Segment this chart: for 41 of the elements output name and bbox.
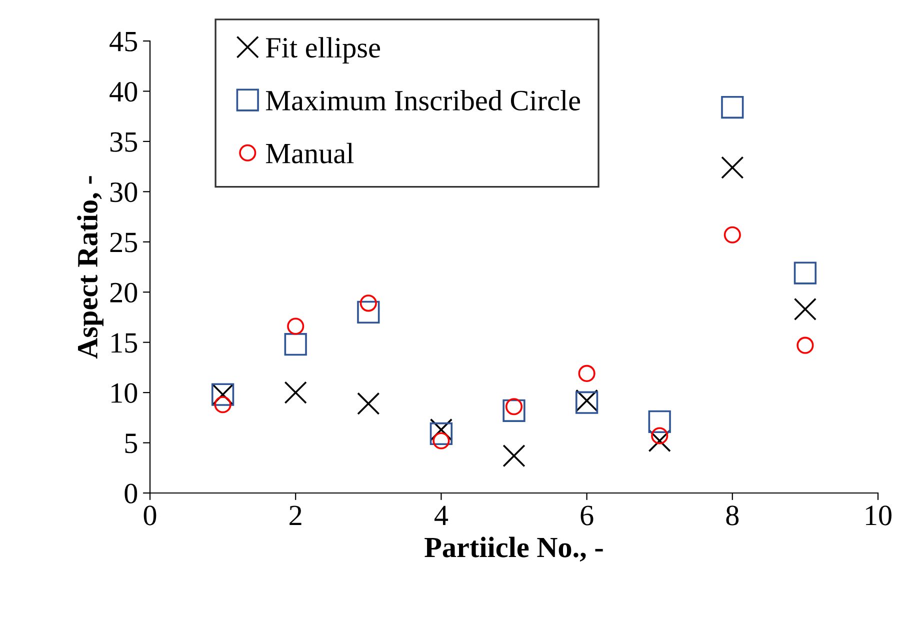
x-tick-label: 8 [726, 506, 739, 526]
x-tick-label: 2 [290, 506, 302, 526]
y-tick-label: 5 [125, 434, 138, 454]
y-tick-label: 0 [124, 484, 138, 504]
point [721, 96, 744, 119]
y-tick-label: 25 [110, 232, 138, 252]
point [794, 262, 817, 284]
y-axis-title: Aspect Ratio, - [77, 176, 104, 359]
point [578, 364, 596, 382]
point [724, 226, 741, 244]
legend-label: Maximum Inscribed Circle [266, 90, 580, 111]
point [502, 444, 526, 468]
y-tick-label: 30 [110, 182, 138, 202]
y-tick-label: 40 [110, 82, 138, 102]
point [357, 392, 380, 415]
point [502, 399, 526, 422]
point [284, 333, 307, 356]
point [721, 156, 744, 179]
x-tick-label: 0 [144, 506, 156, 526]
y-tick-label: 45 [110, 32, 138, 52]
point [287, 318, 304, 335]
x-tick-label: 4 [434, 506, 448, 526]
point [648, 429, 671, 452]
point [284, 381, 307, 404]
y-tick-label: 10 [112, 383, 138, 403]
y-tick-label: 35 [110, 132, 138, 152]
legend-label: Manual [266, 142, 354, 164]
point [357, 300, 380, 324]
x-tick-label: 10 [866, 506, 892, 526]
legend-label: Fit ellipse [266, 37, 380, 64]
point [430, 418, 453, 442]
point [651, 427, 668, 444]
point [794, 298, 817, 321]
y-tick-label: 20 [110, 282, 138, 303]
point [648, 410, 671, 434]
x-tick-label: 6 [580, 506, 594, 526]
point [214, 396, 232, 414]
x-axis-title: Partiicle No., - [424, 536, 603, 562]
point [796, 336, 814, 354]
point [430, 422, 453, 446]
y-tick-label: 15 [112, 333, 138, 353]
